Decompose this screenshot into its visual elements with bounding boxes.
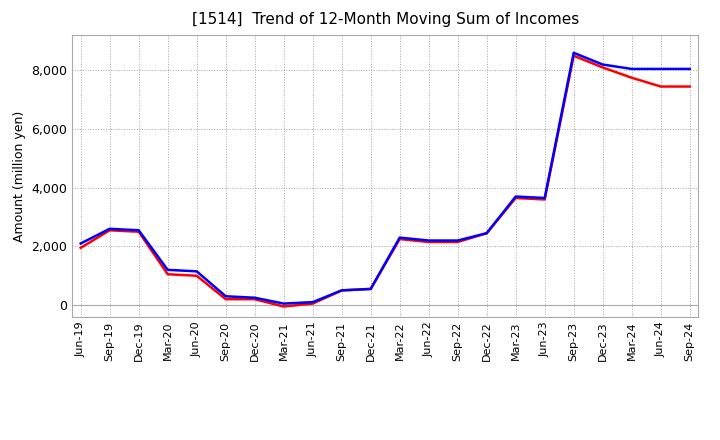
Ordinary Income xyxy=(105,226,114,231)
Title: [1514]  Trend of 12-Month Moving Sum of Incomes: [1514] Trend of 12-Month Moving Sum of I… xyxy=(192,12,579,27)
Net Income xyxy=(192,273,201,279)
Ordinary Income xyxy=(192,269,201,274)
Net Income xyxy=(685,84,694,89)
Ordinary Income xyxy=(541,195,549,201)
Net Income xyxy=(454,239,462,245)
Net Income xyxy=(366,286,375,292)
Net Income xyxy=(424,239,433,245)
Net Income xyxy=(279,304,288,309)
Ordinary Income xyxy=(657,66,665,72)
Net Income xyxy=(105,227,114,233)
Net Income xyxy=(163,271,172,277)
Net Income xyxy=(395,236,404,242)
Ordinary Income xyxy=(308,300,317,305)
Line: Net Income: Net Income xyxy=(81,56,690,307)
Net Income xyxy=(135,229,143,235)
Ordinary Income xyxy=(338,288,346,293)
Line: Ordinary Income: Ordinary Income xyxy=(81,53,690,304)
Ordinary Income xyxy=(570,50,578,55)
Net Income xyxy=(76,245,85,250)
Net Income xyxy=(541,197,549,202)
Net Income xyxy=(627,75,636,81)
Ordinary Income xyxy=(454,238,462,243)
Ordinary Income xyxy=(482,231,491,236)
Y-axis label: Amount (million yen): Amount (million yen) xyxy=(12,110,26,242)
Ordinary Income xyxy=(627,66,636,72)
Net Income xyxy=(598,65,607,70)
Ordinary Income xyxy=(221,293,230,299)
Ordinary Income xyxy=(366,286,375,292)
Ordinary Income xyxy=(279,301,288,306)
Net Income xyxy=(308,301,317,306)
Ordinary Income xyxy=(251,295,259,301)
Ordinary Income xyxy=(511,194,520,199)
Net Income xyxy=(511,195,520,201)
Ordinary Income xyxy=(685,66,694,72)
Ordinary Income xyxy=(163,267,172,272)
Net Income xyxy=(570,53,578,59)
Net Income xyxy=(251,297,259,302)
Net Income xyxy=(338,288,346,293)
Ordinary Income xyxy=(395,235,404,240)
Net Income xyxy=(657,84,665,89)
Net Income xyxy=(221,297,230,302)
Ordinary Income xyxy=(135,227,143,233)
Ordinary Income xyxy=(598,62,607,67)
Ordinary Income xyxy=(76,241,85,246)
Net Income xyxy=(482,231,491,236)
Ordinary Income xyxy=(424,238,433,243)
